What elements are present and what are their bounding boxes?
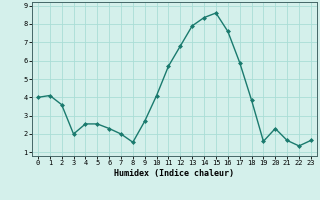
X-axis label: Humidex (Indice chaleur): Humidex (Indice chaleur) [115, 169, 234, 178]
